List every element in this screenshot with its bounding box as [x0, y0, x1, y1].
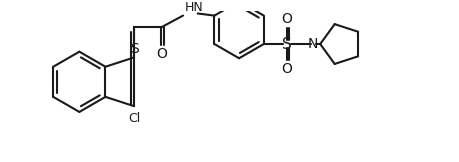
Text: Cl: Cl: [128, 112, 140, 125]
Text: O: O: [281, 62, 291, 76]
Text: S: S: [129, 42, 138, 56]
Text: O: O: [156, 46, 166, 61]
Text: HN: HN: [184, 1, 202, 14]
Text: O: O: [281, 12, 291, 26]
Text: N: N: [307, 37, 317, 51]
Text: S: S: [281, 37, 291, 52]
